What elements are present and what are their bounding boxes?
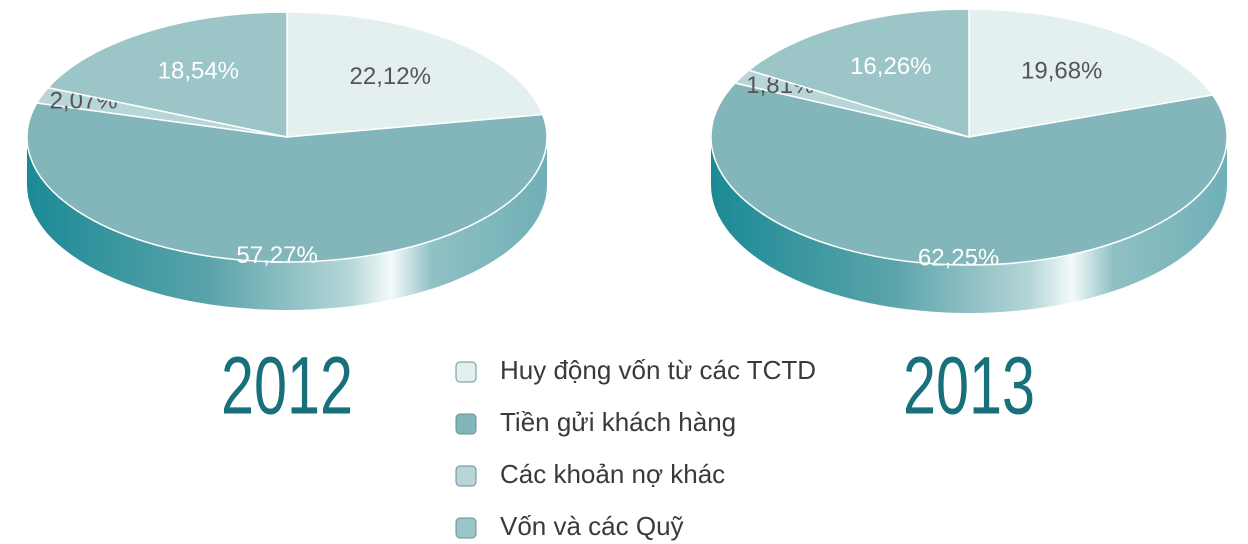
pie-slice — [26, 102, 548, 263]
legend-swatch — [455, 361, 477, 383]
slice-label: 57,27% — [236, 242, 317, 269]
legend-swatch — [455, 517, 477, 539]
chart-title: 2013 — [903, 341, 1035, 432]
legend-text: Các khoản nợ khác — [500, 459, 725, 489]
pie-slice — [286, 11, 544, 138]
legend-text: Huy động vốn từ các TCTD — [500, 355, 816, 385]
pie-side — [27, 137, 547, 310]
legend: Huy động vốn từ các TCTD Tiền gửi khách h… — [455, 355, 816, 541]
slice-label: 18,54% — [158, 58, 239, 85]
pie-slice — [747, 8, 970, 139]
pie-slice — [710, 82, 1228, 266]
slice-label: 62,25% — [918, 245, 999, 272]
slice-label: 16,26% — [850, 53, 931, 80]
slice-label: 19,68% — [1021, 58, 1102, 85]
pie-side — [711, 137, 1227, 313]
legend-swatch — [455, 465, 477, 487]
pie-slice — [46, 11, 288, 138]
legend-text: Vốn và các Quỹ — [500, 511, 684, 541]
legend-text: Tiền gửi khách hàng — [500, 407, 736, 437]
slice-label: 22,12% — [350, 63, 431, 90]
chart-title: 2012 — [221, 341, 353, 432]
legend-swatch — [455, 413, 477, 435]
